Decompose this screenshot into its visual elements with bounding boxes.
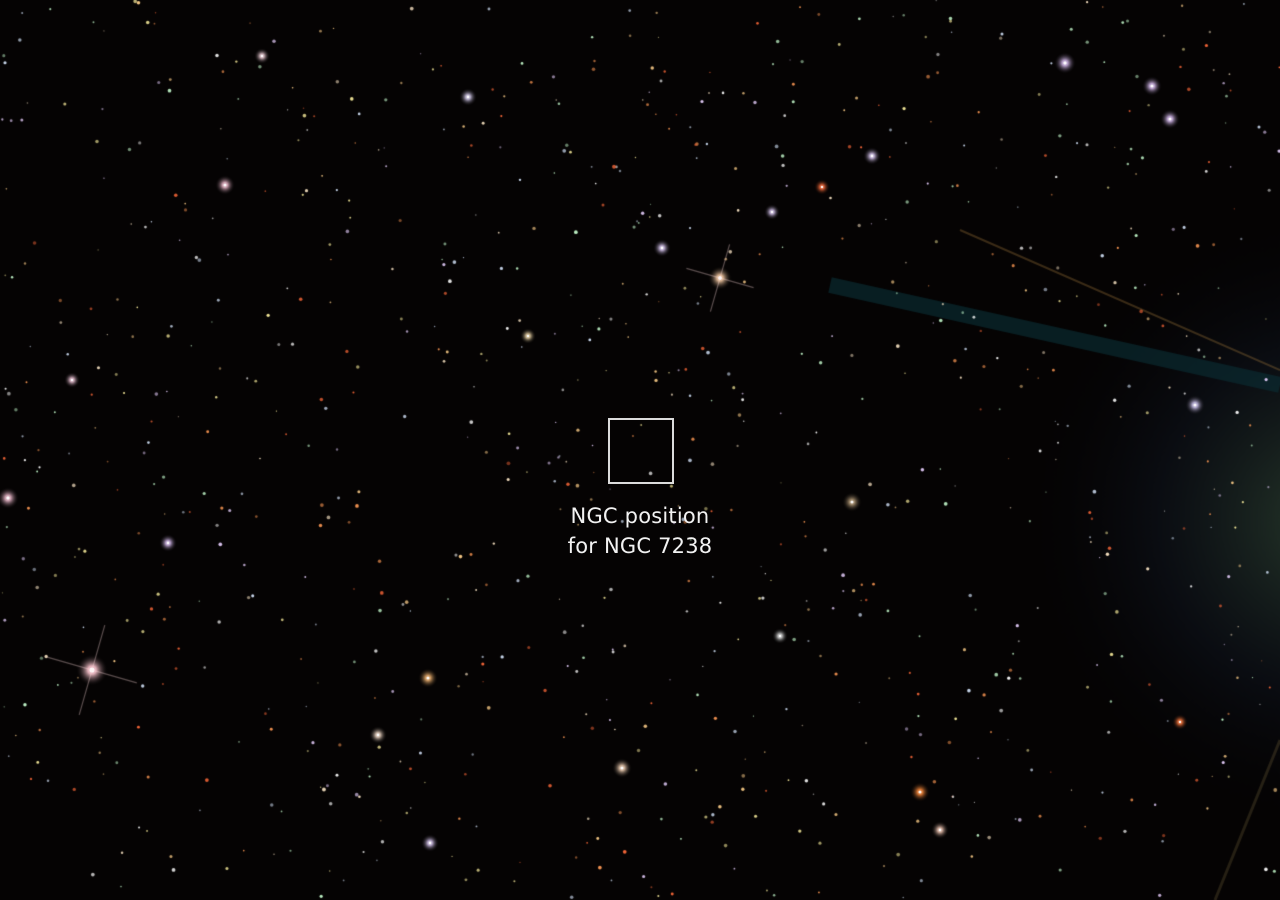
ngc-position-label: NGC position for NGC 7238 [540, 501, 740, 561]
ngc-position-marker [608, 418, 674, 484]
label-line-1: NGC position [570, 504, 710, 528]
label-line-2: for NGC 7238 [567, 534, 713, 558]
